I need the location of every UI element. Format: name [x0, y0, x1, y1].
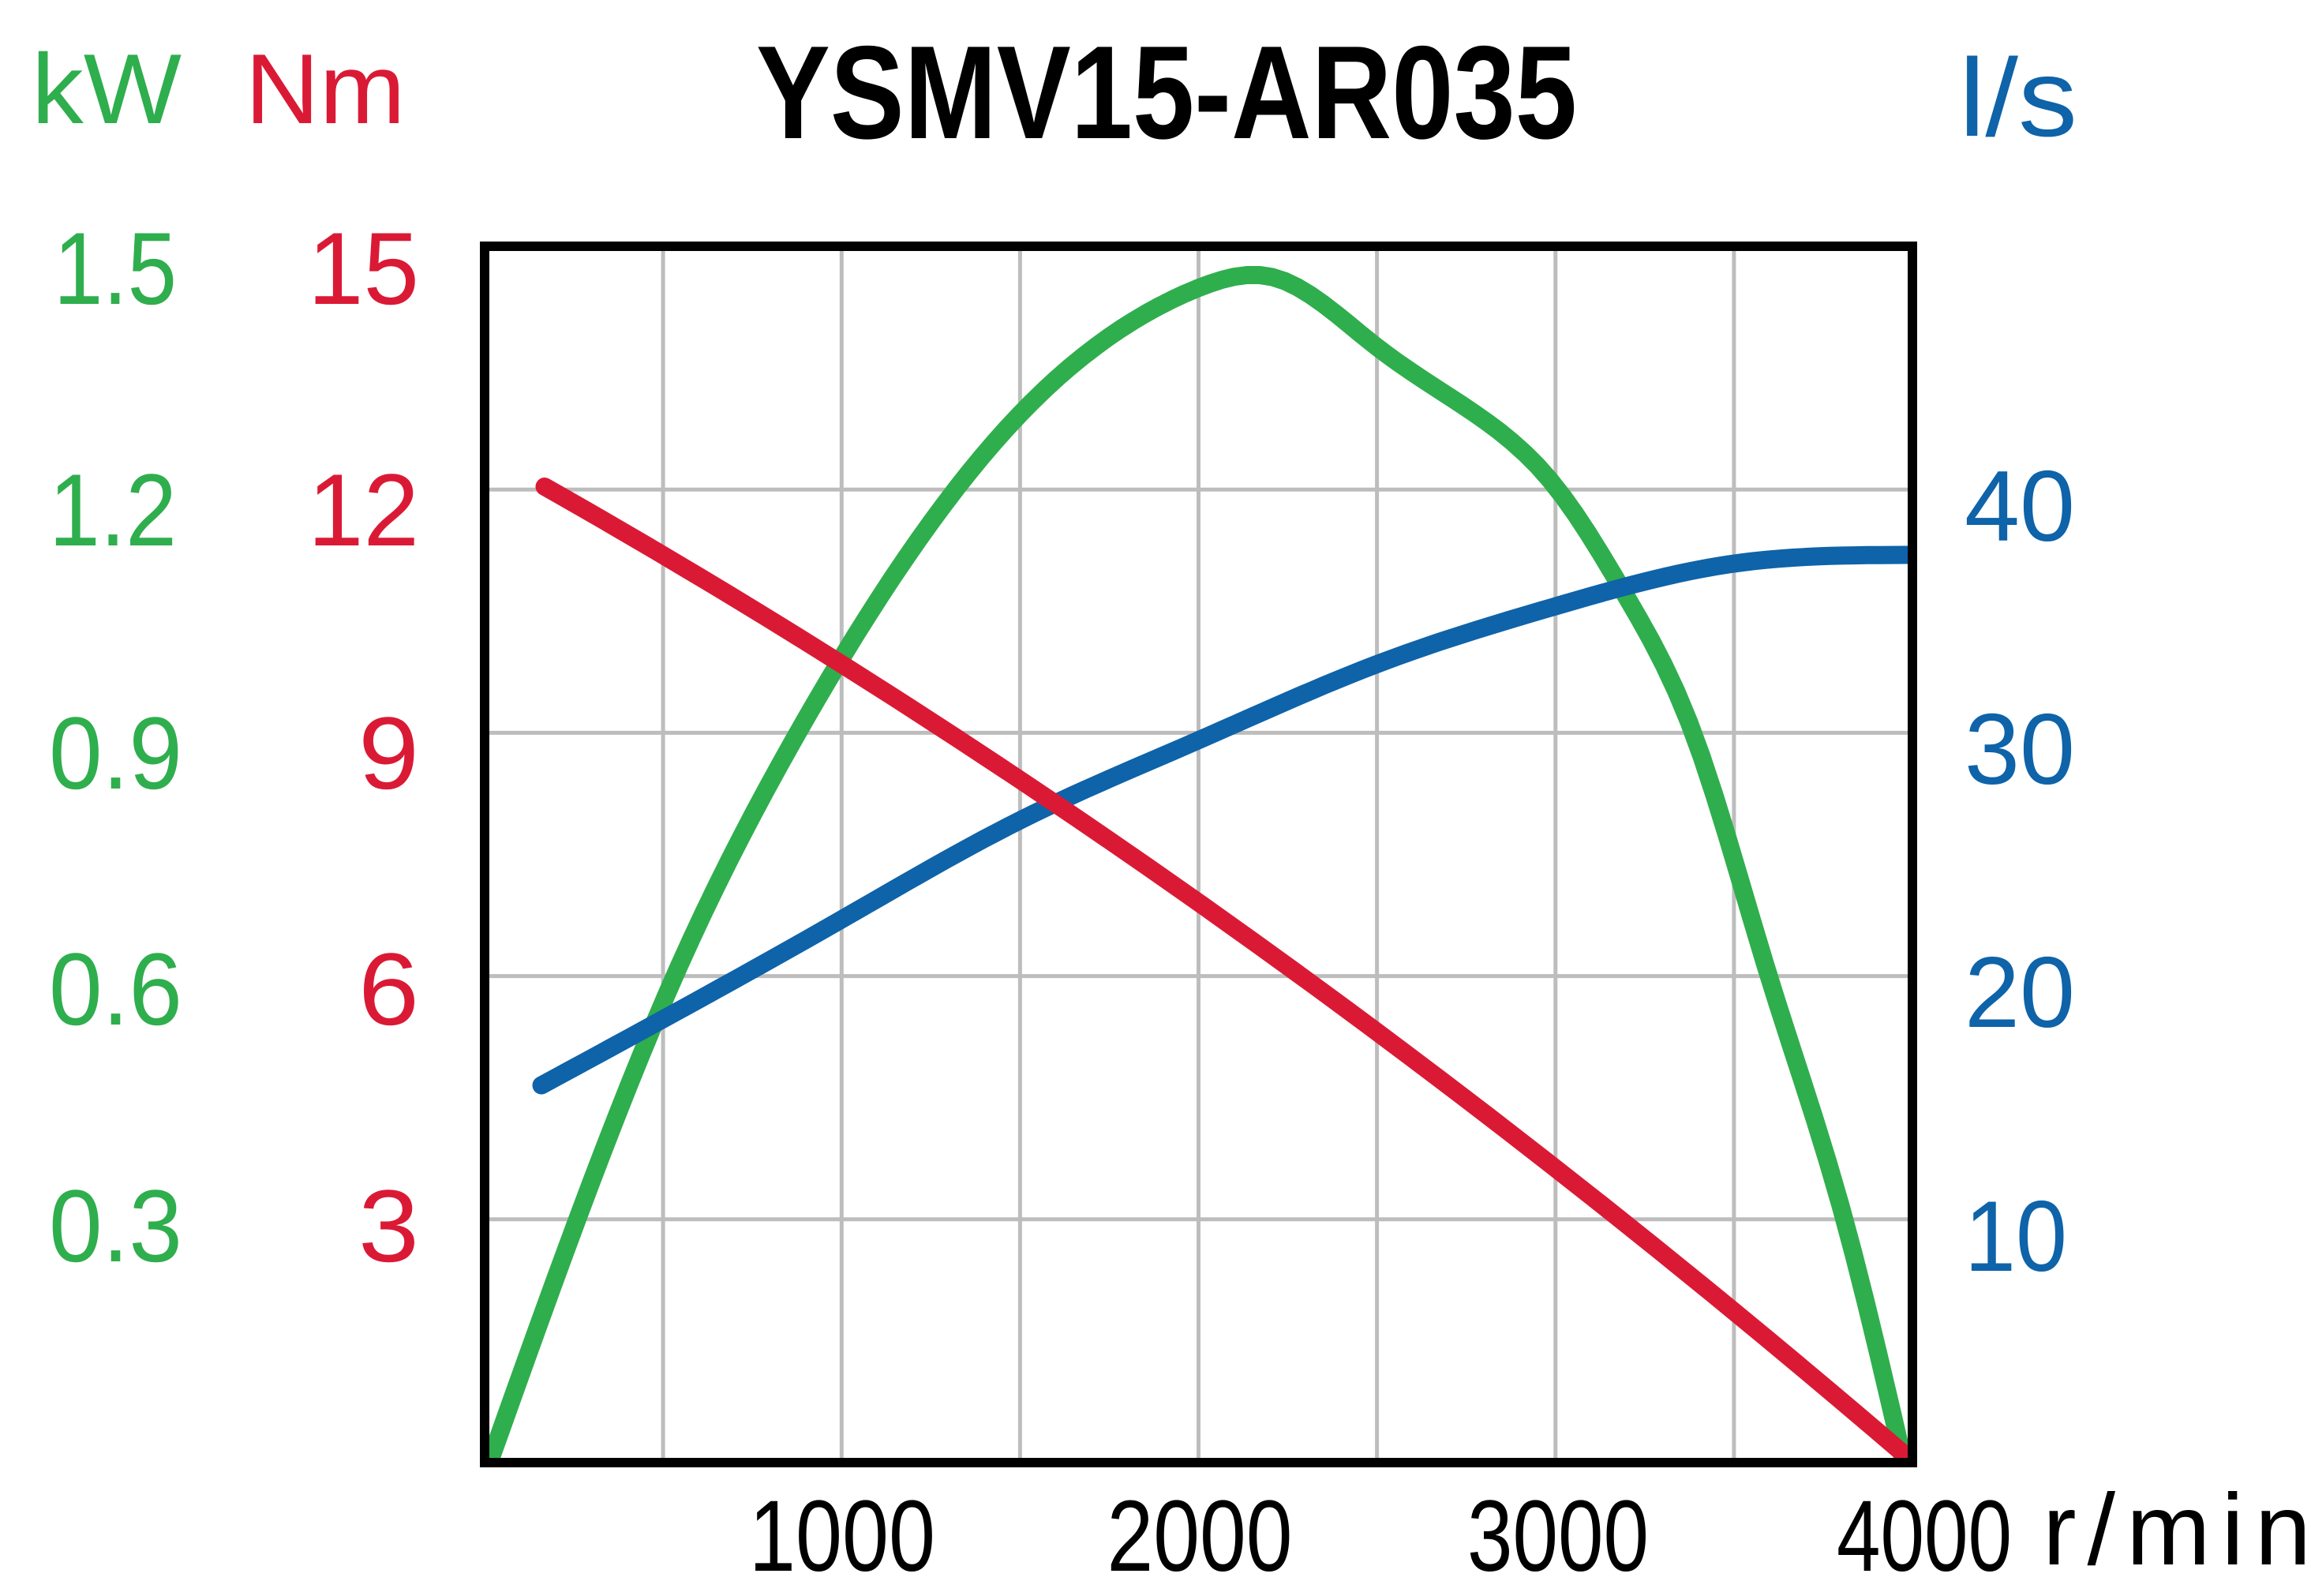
- svg-text:0.6: 0.6: [49, 931, 182, 1047]
- svg-text:YSMV15-AR035: YSMV15-AR035: [756, 18, 1577, 167]
- svg-text:6: 6: [358, 931, 419, 1047]
- svg-text:4000: 4000: [1837, 1480, 2012, 1593]
- svg-text:1000: 1000: [749, 1480, 935, 1593]
- svg-text:Nm: Nm: [245, 33, 406, 144]
- svg-text:3: 3: [358, 1168, 419, 1283]
- svg-text:0.3: 0.3: [49, 1168, 182, 1283]
- svg-text:0.9: 0.9: [49, 695, 182, 811]
- svg-text:12: 12: [308, 452, 419, 568]
- svg-text:9: 9: [358, 695, 419, 811]
- svg-text:10: 10: [1965, 1180, 2067, 1292]
- svg-text:2000: 2000: [1107, 1480, 1293, 1593]
- svg-text:1.2: 1.2: [49, 452, 177, 568]
- svg-text:15: 15: [308, 211, 419, 326]
- svg-text:r/min: r/min: [2043, 1474, 2311, 1587]
- svg-text:1.5: 1.5: [54, 211, 177, 326]
- svg-text:30: 30: [1965, 693, 2075, 805]
- svg-text:20: 20: [1965, 936, 2075, 1048]
- svg-text:l/s: l/s: [1959, 36, 2077, 159]
- svg-text:40: 40: [1965, 450, 2075, 562]
- svg-text:kW: kW: [32, 33, 182, 144]
- svg-text:3000: 3000: [1467, 1480, 1649, 1593]
